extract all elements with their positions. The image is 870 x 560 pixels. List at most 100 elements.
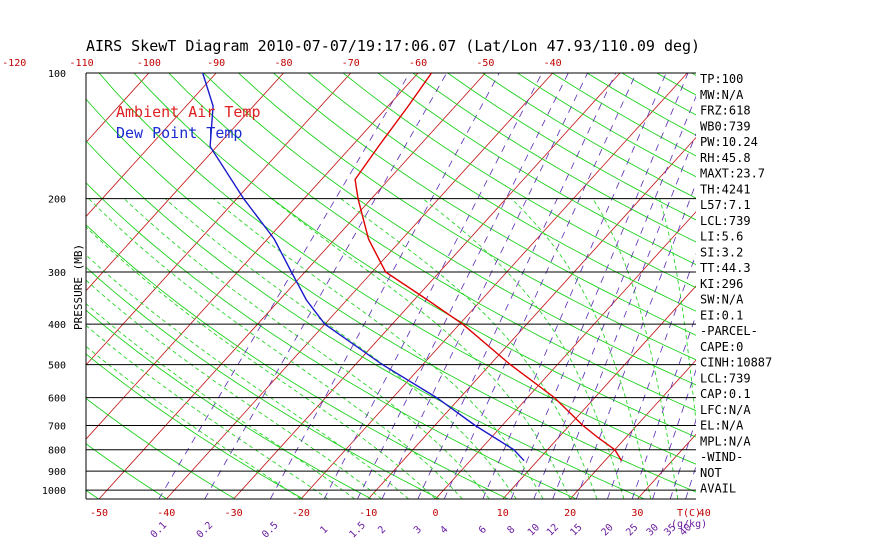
isotherm-line: [300, 73, 688, 499]
isotherm-line: [0, 73, 82, 499]
mixing-ratio-line: [417, 73, 616, 499]
stability-index: MAXT:23.7: [700, 167, 765, 181]
stability-index: TT:44.3: [700, 261, 751, 275]
dry-adiabat-line: [86, 309, 372, 499]
mixing-ratio-line: [204, 73, 447, 499]
stability-index: MW:N/A: [700, 88, 744, 102]
bottom-temp-tick-label: -30: [225, 508, 243, 519]
dew-point-temp-line: [202, 73, 525, 462]
mixing-ratio-line: [269, 73, 500, 499]
top-temp-tick-label: -70: [342, 58, 360, 69]
mixing-ratio-tick-label: 0.5: [260, 520, 281, 541]
moist-adiabat-line: [659, 198, 696, 426]
dry-adiabat-line: [796, 73, 870, 499]
pressure-tick-label: 700: [48, 422, 66, 433]
moist-adiabat-line: [213, 198, 544, 499]
mixing-ratio-line: [575, 182, 696, 499]
x-axis-label: T(C): [677, 508, 701, 519]
pressure-tick-label: 600: [48, 394, 66, 405]
stability-index: KI:296: [700, 277, 743, 291]
mixing-ratio-tick-label: 4: [438, 524, 450, 536]
stability-index: SW:N/A: [700, 293, 744, 307]
stability-index: SI:3.2: [700, 245, 743, 259]
isotherm-line: [772, 73, 870, 499]
stability-index: -WIND-: [700, 450, 743, 464]
mixing-ratio-label: (g/kg): [671, 519, 707, 530]
isotherm-line: [86, 73, 217, 218]
top-temp-tick-label: -80: [274, 58, 292, 69]
pressure-tick-label: 500: [48, 361, 66, 372]
mixing-ratio-tick-label: 1: [318, 524, 330, 536]
mixing-ratio-tick-label: 25: [624, 522, 640, 538]
dry-adiabat-line: [86, 98, 696, 493]
chart-title: AIRS SkewT Diagram 2010-07-07/19:17:06.0…: [86, 37, 700, 55]
stability-index: LCL:739: [700, 371, 751, 385]
bottom-temp-tick-label: 30: [631, 508, 643, 519]
stability-index: EL:N/A: [700, 419, 744, 433]
stability-index: TP:100: [700, 72, 743, 86]
isotherm-line: [839, 73, 870, 499]
isotherm-lines: [0, 73, 870, 499]
isotherm-line: [367, 136, 696, 499]
pressure-tick-label: 200: [48, 195, 66, 206]
dry-adiabat-line: [86, 266, 440, 499]
mixing-ratio-line: [552, 132, 696, 499]
mixing-ratio-tick-label: 1.5: [347, 520, 368, 541]
isotherm-line: [569, 359, 696, 499]
mixing-ratio-tick-label: 20: [599, 522, 615, 538]
ambient-air-temp-line: [354, 73, 623, 462]
stability-index: TH:4241: [700, 182, 751, 196]
moist-adiabat-lines: [86, 198, 696, 499]
mixing-ratio-tick-label: 30: [645, 522, 661, 538]
mixing-ratio-line: [607, 253, 696, 499]
mixing-ratio-line: [381, 73, 588, 499]
bottom-temp-tick-label: -50: [90, 508, 108, 519]
mixing-ratio-lines: [158, 73, 696, 499]
top-temp-tick-label: -100: [137, 58, 161, 69]
moist-adiabat-line: [164, 198, 517, 499]
moist-adiabat-line: [340, 198, 598, 499]
dry-adiabat-line: [98, 73, 696, 465]
moist-adiabat-line: [86, 254, 409, 499]
dry-adiabat-line: [86, 224, 509, 499]
top-temp-tick-label: -60: [409, 58, 427, 69]
isotherm-line: [98, 73, 486, 499]
stability-index: PW:10.24: [700, 135, 758, 149]
mixing-ratio-tick-label: 15: [568, 522, 584, 538]
stability-index: EI:0.1: [700, 308, 743, 322]
stability-index: CINH:10887: [700, 356, 772, 370]
dry-adiabat-line: [86, 353, 304, 499]
top-temp-tick-label: -90: [207, 58, 225, 69]
stability-index: -PARCEL-: [700, 324, 758, 338]
top-temp-tick-label: -50: [476, 58, 494, 69]
dry-adiabat-line: [203, 73, 696, 386]
stability-index: LFC:N/A: [700, 403, 751, 417]
legend-dew-point-temp: Dew Point Temp: [116, 124, 242, 142]
mixing-ratio-tick-label: 10: [526, 522, 542, 538]
mixing-ratio-tick-label: 0.2: [195, 520, 216, 541]
bottom-temp-tick-label: 0: [432, 508, 438, 519]
moist-adiabat-line: [422, 198, 625, 499]
isotherm-line: [233, 73, 621, 499]
moist-adiabat-line: [123, 198, 490, 499]
bottom-temp-tick-label: 10: [497, 508, 509, 519]
moist-adiabat-line: [86, 303, 355, 499]
pressure-tick-label: 100: [48, 69, 66, 80]
stability-index: WB0:739: [700, 119, 751, 133]
dry-adiabat-line: [86, 182, 577, 499]
pressure-tick-label: 400: [48, 320, 66, 331]
isotherm-line: [86, 73, 419, 440]
moist-adiabat-line: [86, 226, 436, 499]
y-axis-label: PRESSURE (MB): [72, 244, 85, 330]
isotherm-line: [0, 73, 14, 499]
dry-adiabat-line: [342, 73, 696, 289]
stability-index: FRZ:618: [700, 104, 751, 118]
isotherm-line: [502, 285, 696, 499]
mixing-ratio-tick-label: 12: [545, 522, 561, 538]
dry-adiabat-line: [86, 443, 168, 499]
mixing-ratio-tick-label: 0.1: [149, 520, 170, 541]
legend-ambient-air-temp: Ambient Air Temp: [116, 103, 261, 121]
dry-adiabat-line: [86, 140, 645, 499]
